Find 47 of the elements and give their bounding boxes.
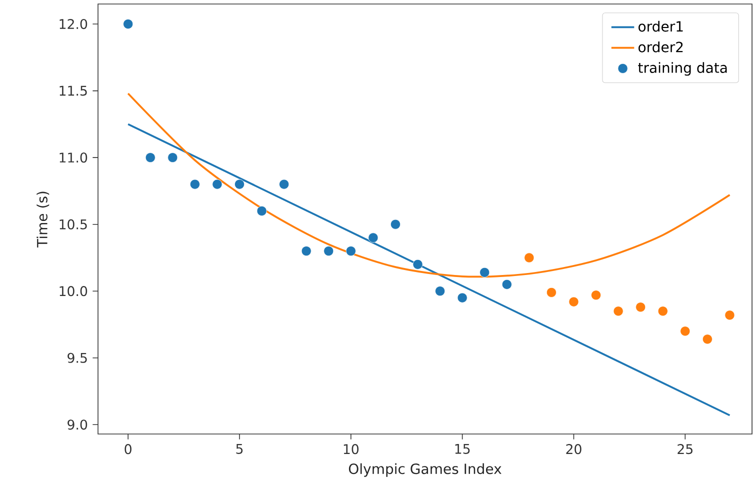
- point: [324, 246, 334, 256]
- x-tick-label: 5: [236, 444, 243, 454]
- point: [702, 334, 712, 344]
- point: [658, 306, 668, 316]
- legend-label: training data: [638, 62, 727, 76]
- point: [212, 179, 222, 190]
- point: [568, 296, 579, 307]
- point: [412, 259, 423, 270]
- y-tick-label: 11.5: [60, 86, 87, 96]
- point: [613, 306, 624, 316]
- y-tick-label: 10.0: [60, 286, 88, 296]
- point: [346, 246, 356, 256]
- point: [680, 326, 690, 336]
- point: [480, 267, 490, 278]
- line-series: [127, 92, 731, 278]
- point: [636, 302, 646, 312]
- y-tick-label: 9.5: [68, 352, 87, 363]
- point: [502, 279, 512, 290]
- x-axis-title: Olympic Games Index: [348, 463, 502, 477]
- point: [591, 290, 602, 300]
- x-tick-label: 25: [678, 444, 692, 454]
- point: [256, 206, 267, 216]
- point: [190, 179, 200, 190]
- legend-label: order2: [638, 42, 683, 52]
- y-axis-title: Time (s): [36, 192, 50, 248]
- point: [457, 292, 468, 303]
- y-tick-label: 11.0: [60, 152, 88, 163]
- x-tick-label: 0: [124, 444, 132, 454]
- x-tick-label: 20: [566, 444, 582, 454]
- y-tick-label: 12.0: [60, 18, 88, 30]
- x-tick-label: 15: [455, 444, 470, 454]
- point: [546, 287, 556, 298]
- y-tick-label: 10.5: [60, 219, 87, 230]
- point: [435, 286, 446, 296]
- point: [123, 19, 134, 30]
- point: [301, 246, 312, 256]
- point: [168, 152, 178, 163]
- legend-label: order1: [638, 20, 683, 32]
- point: [390, 219, 400, 230]
- x-tick-label: 10: [344, 444, 359, 454]
- point: [279, 179, 290, 190]
- point: [524, 252, 534, 263]
- point: [145, 152, 156, 163]
- y-tick-label: 9.0: [68, 420, 88, 430]
- point: [368, 232, 378, 243]
- point: [724, 310, 735, 320]
- point: [234, 179, 244, 190]
